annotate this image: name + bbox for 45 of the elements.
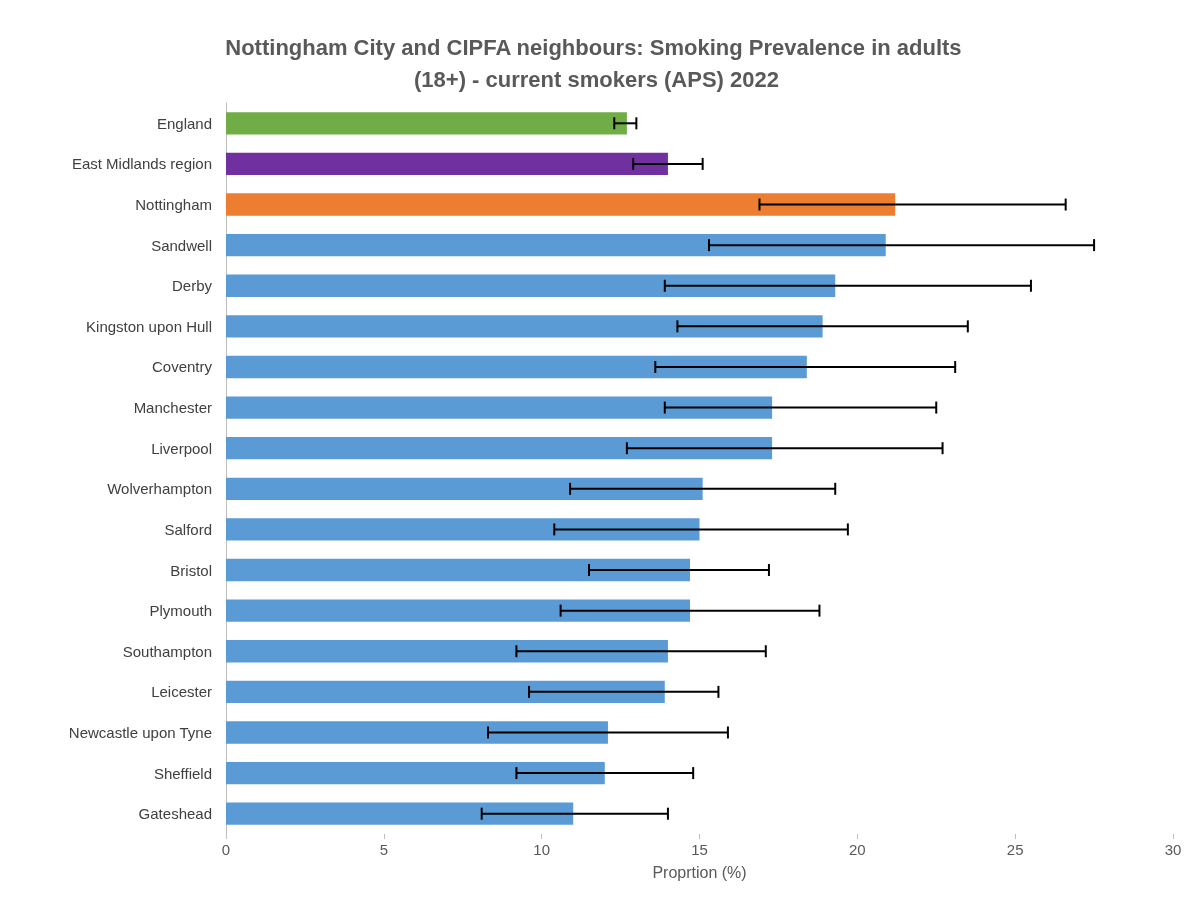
bar (226, 233, 886, 257)
bar (226, 355, 807, 379)
x-tick-label: 10 (533, 841, 551, 858)
x-axis-title: Proprtion (%) (652, 863, 747, 881)
bar (226, 437, 773, 460)
chart-title: Nottingham City and CIPFA neighbours: Smoking Prevalence in adults (18+) - current smokers (APS) 2022 (225, 34, 968, 92)
x-tick-label: 15 (691, 841, 708, 858)
y-tick-label: Leicester (151, 683, 212, 701)
bar (226, 396, 773, 419)
y-tick-label: Nottingham (135, 196, 212, 214)
bar (226, 152, 668, 176)
x-tick-label: 0 (221, 841, 231, 858)
bar (226, 193, 896, 216)
bar (226, 802, 574, 825)
bar (226, 112, 627, 135)
y-tick-label: Liverpool (151, 439, 212, 457)
y-tick-label: Bristol (170, 561, 212, 579)
x-tick-label: 5 (379, 841, 389, 858)
bar (226, 680, 665, 704)
bar (226, 640, 668, 663)
y-tick-label: Plymouth (149, 602, 212, 620)
y-tick-label: England (156, 114, 212, 132)
y-tick-label: Coventry (151, 358, 213, 376)
x-tick-label: 30 (1164, 841, 1182, 858)
bar (226, 761, 605, 785)
x-tick-label: 25 (1006, 841, 1024, 858)
y-tick-label: Wolverhampton (107, 480, 212, 498)
y-tick-label: Manchester (133, 399, 212, 417)
y-tick-label: Southampton (122, 642, 212, 660)
y-tick-label: Sandwell (151, 236, 212, 254)
bar (226, 477, 703, 500)
bar (226, 315, 823, 338)
bar (226, 558, 691, 582)
x-tick-label: 20 (848, 841, 866, 858)
bar (226, 721, 608, 744)
y-tick-label: East Midlands region (71, 155, 212, 173)
y-tick-label: Kingston upon Hull (86, 317, 212, 335)
y-tick-label: Salford (164, 520, 212, 538)
y-tick-label: Newcastle upon Tyne (68, 723, 212, 741)
y-tick-label: Sheffield (153, 764, 212, 782)
y-tick-label: Derby (171, 277, 213, 295)
bar (226, 599, 691, 622)
bar (226, 274, 836, 297)
y-tick-label: Gateshead (138, 805, 212, 823)
bar (226, 518, 700, 541)
